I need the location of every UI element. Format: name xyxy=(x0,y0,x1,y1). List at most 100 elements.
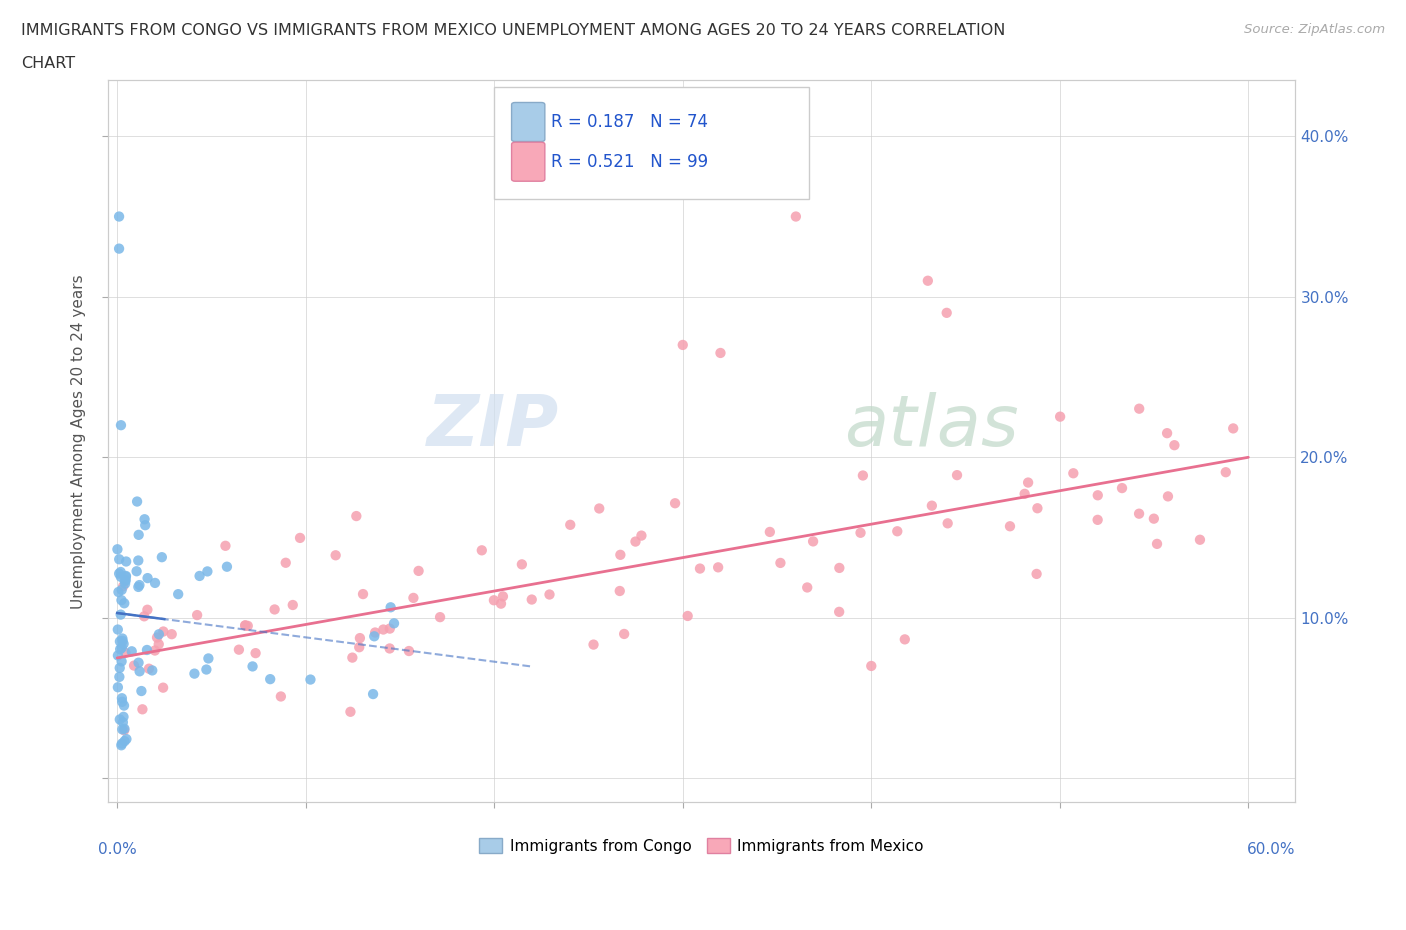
Point xyxy=(1128,506,1150,521)
Point xyxy=(108,566,131,581)
Point xyxy=(233,618,256,633)
Point xyxy=(1087,512,1109,527)
Point xyxy=(1017,475,1039,490)
Point xyxy=(707,560,730,575)
Point xyxy=(245,645,267,660)
Point xyxy=(1049,409,1071,424)
Point xyxy=(167,587,190,602)
Point xyxy=(128,664,150,679)
Point xyxy=(125,564,148,578)
Point xyxy=(128,527,150,542)
Point xyxy=(134,512,156,526)
Point xyxy=(127,579,149,594)
Point xyxy=(538,587,561,602)
Point xyxy=(281,598,304,613)
Point xyxy=(352,587,374,602)
Point xyxy=(112,723,135,737)
Point xyxy=(127,553,149,568)
Point xyxy=(115,732,138,747)
Point xyxy=(378,621,401,636)
Point xyxy=(339,704,361,719)
Text: 60.0%: 60.0% xyxy=(1247,843,1295,857)
Point xyxy=(110,607,132,622)
Point xyxy=(946,468,969,483)
Point xyxy=(270,689,292,704)
Point xyxy=(886,524,908,538)
Point xyxy=(349,640,371,655)
Point xyxy=(588,501,610,516)
Point xyxy=(482,592,505,607)
Text: CHART: CHART xyxy=(21,56,75,71)
Point xyxy=(108,209,131,224)
Point xyxy=(110,565,132,579)
Point xyxy=(114,573,136,588)
Point xyxy=(299,672,322,687)
Point xyxy=(214,538,236,553)
Point xyxy=(111,715,134,730)
Point xyxy=(136,643,159,658)
Point xyxy=(197,564,219,578)
Point xyxy=(152,624,174,639)
Point xyxy=(894,631,917,646)
Point xyxy=(288,530,311,545)
Point xyxy=(108,551,131,566)
Point xyxy=(917,273,939,288)
Legend: Immigrants from Congo, Immigrants from Mexico: Immigrants from Congo, Immigrants from M… xyxy=(474,831,929,859)
Point xyxy=(115,568,138,583)
Point xyxy=(398,644,420,658)
Point xyxy=(111,633,134,648)
Point xyxy=(860,658,883,673)
Point xyxy=(489,596,512,611)
Text: 0.0%: 0.0% xyxy=(98,843,138,857)
Point xyxy=(380,600,402,615)
Point xyxy=(150,550,173,565)
Point xyxy=(609,583,631,598)
Point xyxy=(107,648,129,663)
FancyBboxPatch shape xyxy=(512,102,546,141)
Point xyxy=(624,534,647,549)
Point xyxy=(110,569,132,584)
Text: R = 0.521   N = 99: R = 0.521 N = 99 xyxy=(551,153,707,171)
Y-axis label: Unemployment Among Ages 20 to 24 years: Unemployment Among Ages 20 to 24 years xyxy=(72,274,86,608)
Point xyxy=(111,737,134,751)
Point xyxy=(259,671,281,686)
Point xyxy=(998,519,1021,534)
Point xyxy=(664,496,686,511)
Point xyxy=(344,509,367,524)
Point xyxy=(111,641,134,656)
Point xyxy=(114,577,136,591)
Point xyxy=(361,686,384,701)
Point xyxy=(1157,489,1180,504)
Point xyxy=(160,627,183,642)
Point xyxy=(769,555,792,570)
Point xyxy=(672,338,695,352)
Point xyxy=(114,574,136,589)
Point xyxy=(228,643,250,658)
Text: IMMIGRANTS FROM CONGO VS IMMIGRANTS FROM MEXICO UNEMPLOYMENT AMONG AGES 20 TO 24: IMMIGRANTS FROM CONGO VS IMMIGRANTS FROM… xyxy=(21,23,1005,38)
Point xyxy=(107,680,129,695)
Point xyxy=(402,591,425,605)
Point xyxy=(828,561,851,576)
Point xyxy=(136,603,159,618)
Point xyxy=(114,569,136,584)
Point xyxy=(108,642,131,657)
Point xyxy=(242,659,264,674)
Point xyxy=(520,592,543,607)
Point xyxy=(1128,401,1150,416)
Point xyxy=(128,578,150,592)
Point xyxy=(114,734,136,749)
Point xyxy=(471,543,494,558)
Point xyxy=(1087,488,1109,503)
Point xyxy=(108,712,131,727)
Point xyxy=(1163,438,1185,453)
Text: atlas: atlas xyxy=(844,392,1019,461)
Point xyxy=(709,346,731,361)
Point xyxy=(1143,512,1166,526)
Point xyxy=(342,650,364,665)
Point xyxy=(127,494,149,509)
Point xyxy=(131,684,153,698)
Text: Source: ZipAtlas.com: Source: ZipAtlas.com xyxy=(1244,23,1385,36)
Point xyxy=(112,698,135,713)
Point xyxy=(785,209,807,224)
Point xyxy=(122,658,145,673)
